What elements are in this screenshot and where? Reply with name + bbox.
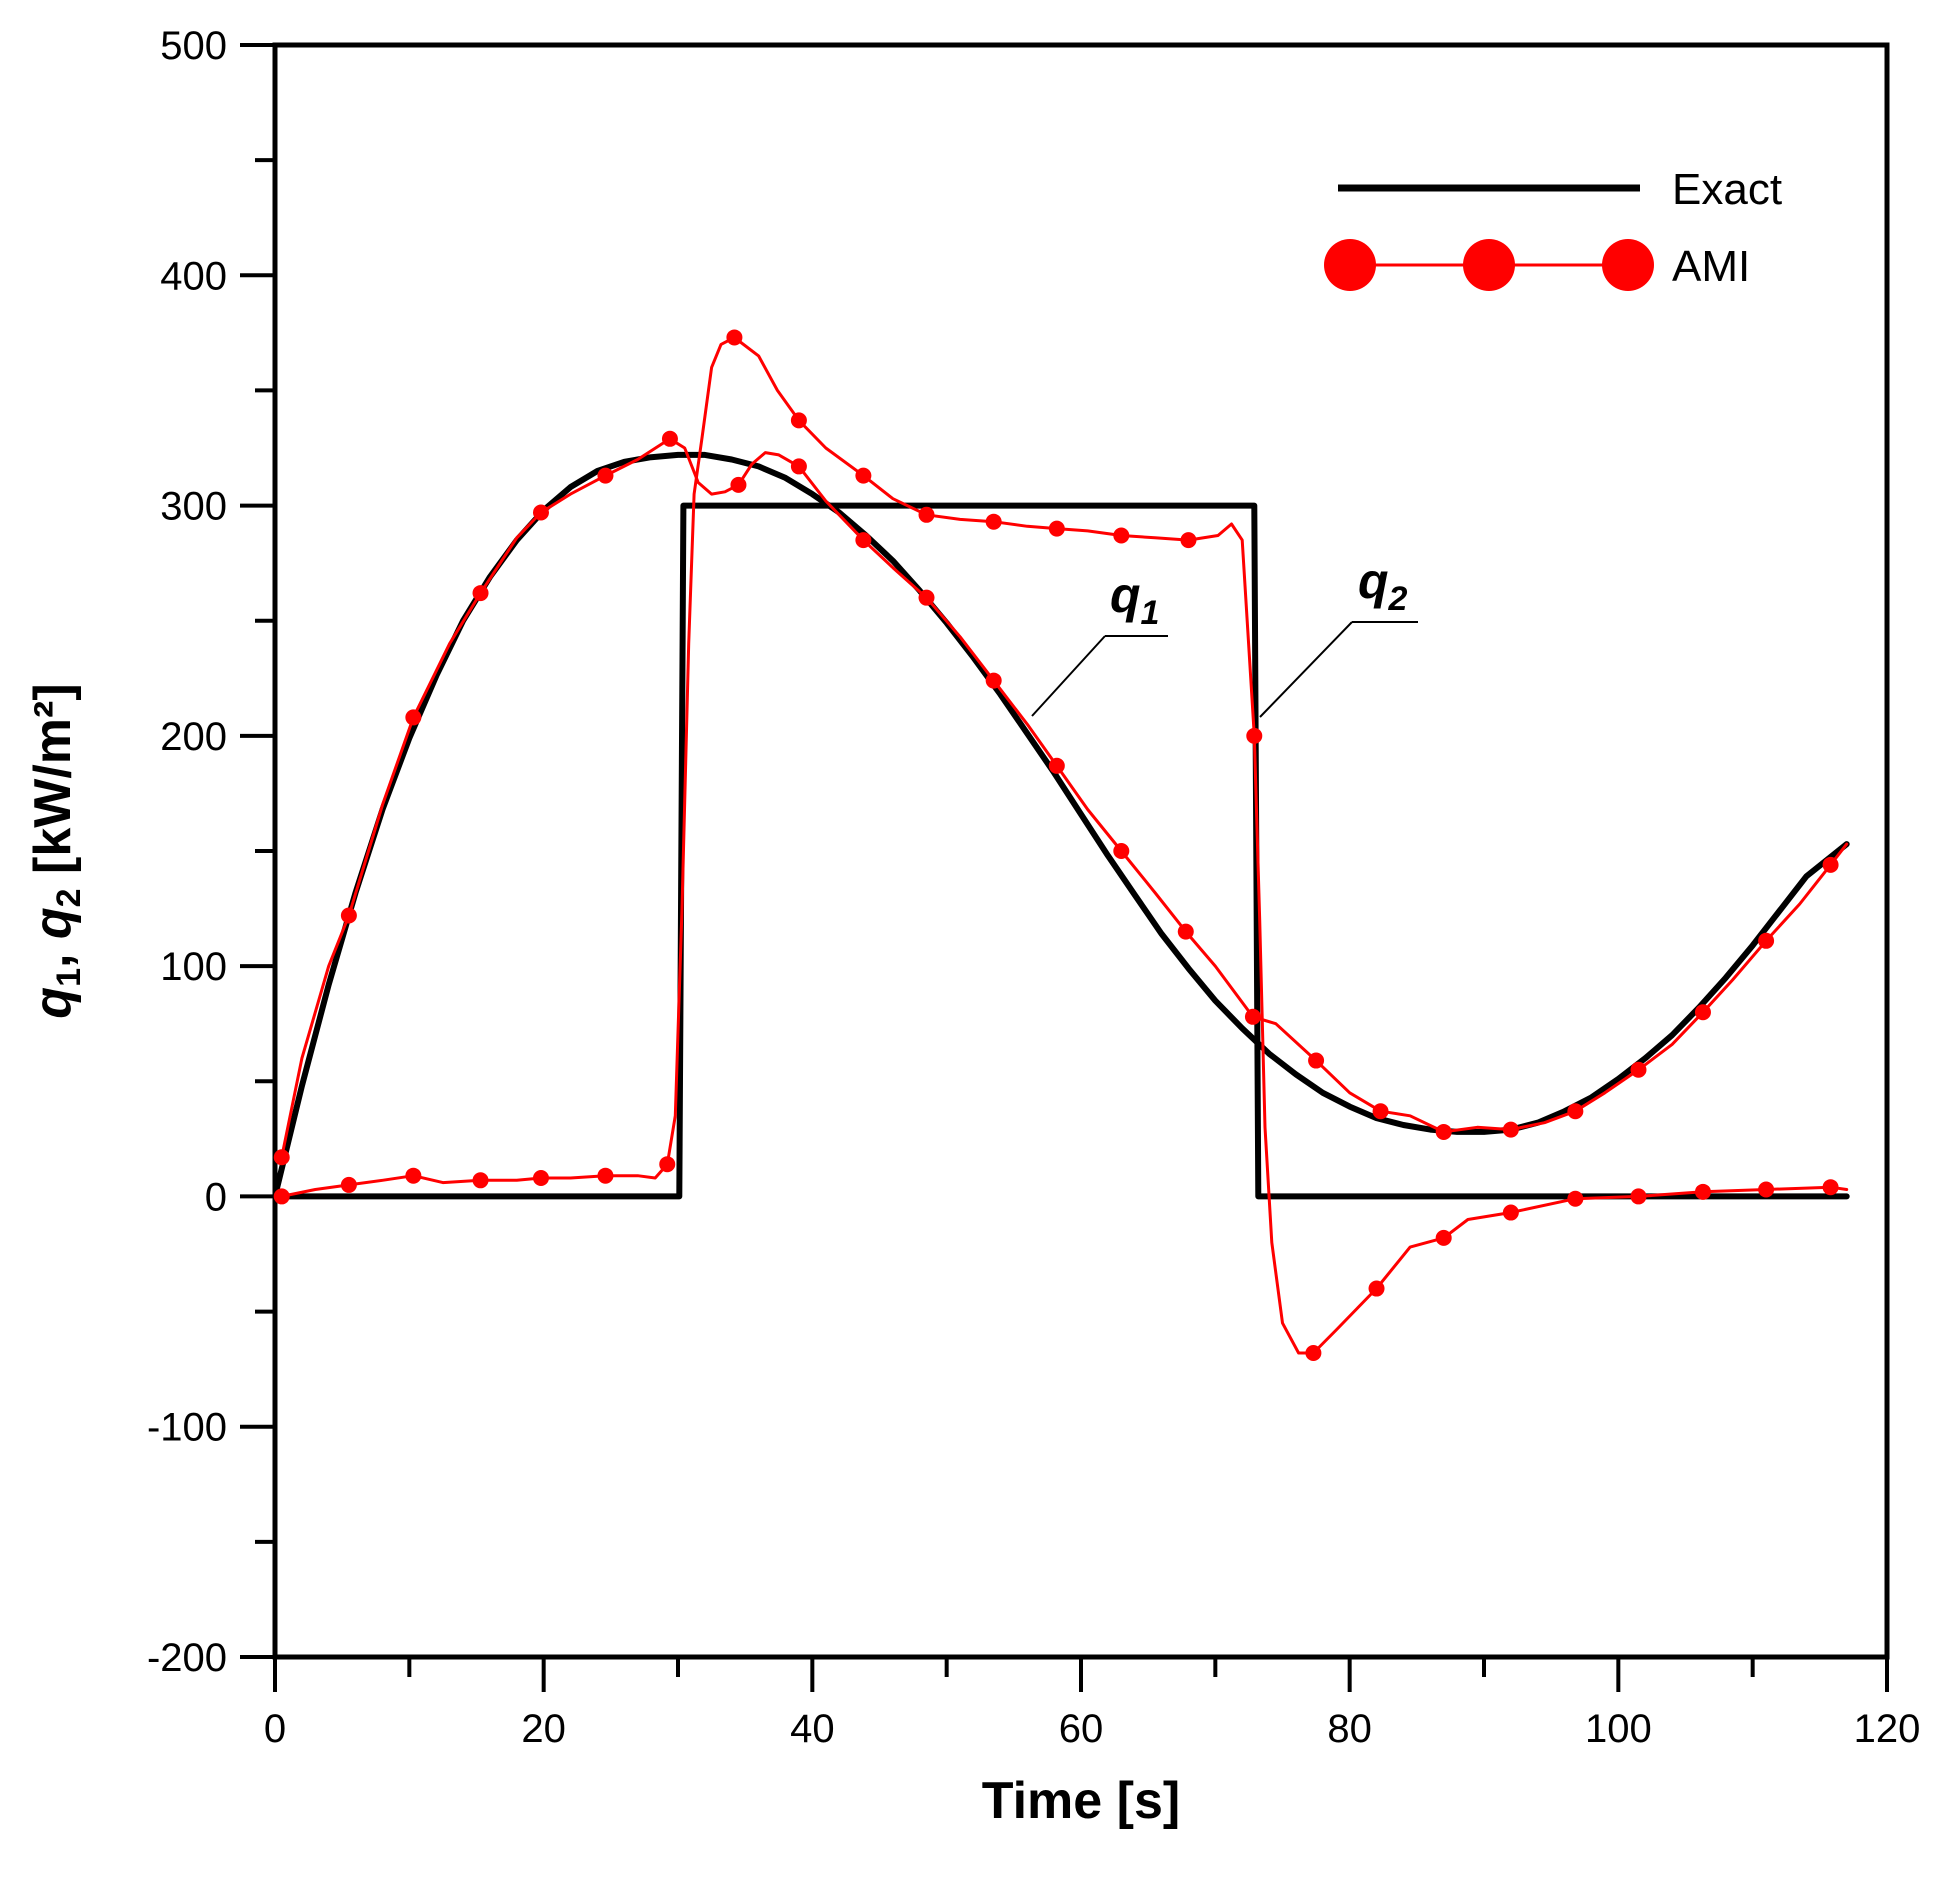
x-tick-label: 100 <box>1585 1707 1652 1751</box>
x-tick-label: 60 <box>1059 1707 1104 1751</box>
ami-q2-line <box>280 336 1849 1355</box>
ami-q1-marker <box>405 709 422 726</box>
ami-q2-marker <box>1368 1280 1385 1297</box>
annotation-q1: q1 <box>1031 567 1168 717</box>
ami-q2-marker <box>1822 1179 1839 1196</box>
legend-ami-label: AMI <box>1672 242 1750 291</box>
exact-q2-line <box>272 502 1850 1200</box>
legend-ami-marker <box>1324 239 1376 291</box>
ami-q2-marker <box>597 1167 614 1184</box>
ami-q2-marker <box>659 1156 676 1173</box>
ami-q2-marker <box>1758 1181 1775 1198</box>
legend-exact-label: Exact <box>1672 165 1782 214</box>
x-axis-title: Time [s] <box>982 1772 1180 1830</box>
ami-q2-marker <box>1048 520 1065 537</box>
ami-q1-marker <box>532 504 549 521</box>
ami-q2-marker <box>726 329 743 346</box>
ami-q2-marker <box>1246 727 1263 744</box>
ami-q1-marker <box>661 430 678 447</box>
y-axis-title: q1, q2 [kW/m²] <box>24 683 88 1018</box>
ami-q1-marker <box>1758 932 1775 949</box>
x-tick-label: 120 <box>1854 1707 1921 1751</box>
ami-q1-line <box>280 437 1849 1159</box>
ami-q1-marker <box>730 476 747 493</box>
ami-q2-marker <box>1435 1229 1452 1246</box>
ami-q2-marker <box>1694 1183 1711 1200</box>
legend-ami-marker <box>1602 239 1654 291</box>
y-tick-label: -200 <box>147 1636 227 1680</box>
ami-q1-marker <box>855 532 872 549</box>
ami-q2-marker <box>918 506 935 523</box>
annotation-q1-label: q1 <box>1110 567 1159 632</box>
y-tick-label: 300 <box>160 485 227 529</box>
ami-q1-marker <box>1244 1008 1261 1025</box>
x-tick-label: 20 <box>521 1707 566 1751</box>
ami-q2-marker <box>1502 1204 1519 1221</box>
ami-q2-marker <box>1305 1345 1322 1362</box>
annotation-q2-label: q2 <box>1358 553 1408 618</box>
ami-q1-marker <box>1694 1004 1711 1021</box>
x-tick-label: 80 <box>1327 1707 1372 1751</box>
ami-q1-marker <box>1113 843 1130 859</box>
ami-q2-marker <box>273 1188 290 1205</box>
ami-q2-marker <box>340 1176 357 1193</box>
ami-q2-marker <box>790 412 807 429</box>
y-tick-label: 200 <box>160 715 227 759</box>
ami-q2-marker <box>472 1172 489 1189</box>
annotation-q1-leader <box>1031 635 1106 717</box>
y-tick-label: -100 <box>147 1406 227 1450</box>
y-tick-label: 400 <box>160 254 227 298</box>
y-tick-label: 100 <box>160 945 227 989</box>
ami-q1-marker <box>1177 923 1194 940</box>
x-tick-label: 40 <box>790 1707 835 1751</box>
ami-q1-marker <box>340 907 357 924</box>
ami-q2-marker <box>985 513 1002 530</box>
ami-q1-marker <box>1435 1123 1452 1140</box>
ami-q1-marker <box>597 467 614 484</box>
ami-q1-marker <box>1567 1103 1584 1120</box>
axis-ticks <box>240 43 1889 1692</box>
plot-frame <box>272 42 1890 1660</box>
legend: Exact AMI <box>1324 165 1782 291</box>
series-layer <box>272 329 1850 1362</box>
y-tick-label: 500 <box>160 24 227 68</box>
ami-q1-marker <box>1630 1061 1647 1078</box>
axis-tick-labels: -200 -100 0 100 200 300 400 500 0 20 40 60 80 100 120 <box>147 24 1920 1751</box>
ami-q2-marker <box>532 1170 549 1187</box>
ami-q1-marker <box>273 1149 290 1166</box>
ami-q1-marker <box>1048 757 1065 774</box>
ami-q1-marker <box>472 585 489 602</box>
ami-q1-marker <box>1372 1103 1389 1120</box>
ami-q2-marker <box>1630 1188 1647 1205</box>
ami-q1-marker <box>1308 1052 1325 1069</box>
ami-q2-marker <box>405 1167 422 1184</box>
ami-q1-marker <box>918 589 935 606</box>
ami-q2-marker <box>1567 1190 1584 1207</box>
ami-q1-marker <box>1822 856 1839 873</box>
ami-q1-marker <box>985 672 1002 689</box>
ami-q2-marker <box>855 467 872 484</box>
ami-q1-marker <box>790 458 807 475</box>
ami-q2-marker <box>1113 527 1130 544</box>
ami-q1-marker <box>1502 1121 1519 1138</box>
annotation-q2: q2 <box>1259 553 1418 718</box>
legend-ami-marker <box>1463 239 1515 291</box>
exact-q1-line <box>272 451 1850 1200</box>
y-tick-label: 0 <box>205 1175 227 1219</box>
annotation-q2-leader <box>1259 621 1353 718</box>
ami-q2-marker <box>1180 532 1197 549</box>
x-tick-label: 0 <box>264 1707 286 1751</box>
